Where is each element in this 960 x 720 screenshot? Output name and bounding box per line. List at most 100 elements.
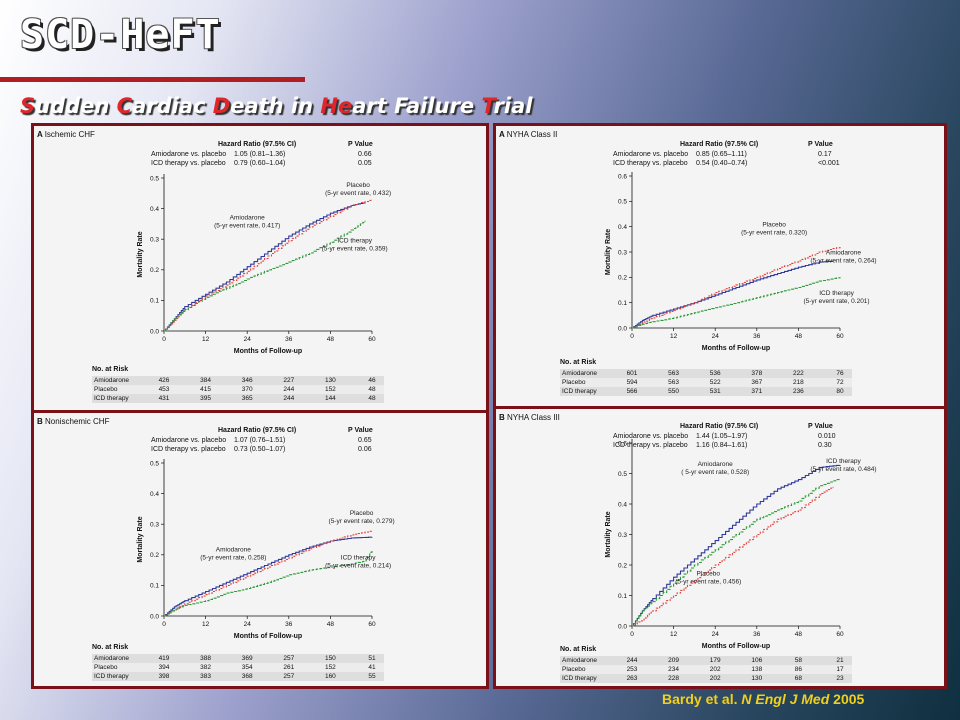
x-tick-label: 48 — [795, 333, 803, 340]
risk-count: 72 — [836, 379, 844, 386]
hr-comparison-label: Amiodarone vs. placebo — [151, 151, 227, 158]
p-header: P Value — [808, 141, 833, 148]
p-value: 0.17 — [818, 151, 832, 158]
risk-count: 130 — [751, 675, 763, 682]
x-tick-label: 48 — [327, 336, 335, 343]
risk-count: 371 — [751, 388, 763, 395]
y-tick-label: 0.1 — [618, 593, 627, 600]
hr-header: Hazard Ratio (97.5% CI) — [218, 427, 297, 434]
risk-count: 388 — [200, 655, 212, 662]
x-tick-label: 48 — [327, 621, 335, 628]
y-tick-label: 0.1 — [618, 300, 627, 307]
risk-row-band — [92, 376, 384, 385]
p-header: P Value — [808, 423, 833, 430]
risk-count: 426 — [158, 377, 170, 384]
y-tick-label: 0.5 — [150, 460, 159, 467]
annotation-icd-therapy: ICD therapy — [337, 237, 372, 244]
risk-count: 218 — [792, 379, 804, 386]
series-line-placebo — [164, 199, 373, 332]
hr-value: 0.73 (0.50–1.07) — [234, 446, 286, 453]
y-tick-label: 0.2 — [618, 275, 627, 282]
y-tick-label: 0.4 — [150, 491, 159, 498]
risk-count: 179 — [709, 657, 721, 664]
subtitle-text-1: ardiac — [132, 94, 213, 118]
risk-count: 48 — [368, 395, 376, 402]
x-tick-label: 24 — [244, 336, 252, 343]
risk-count: 368 — [241, 673, 253, 680]
annotation-amiodarone: (5-yr event rate, 0.258) — [200, 555, 266, 562]
hr-value: 0.85 (0.65–1.11) — [696, 151, 747, 158]
left-panel-divider — [34, 410, 486, 413]
risk-count: 244 — [283, 386, 295, 393]
risk-count: 370 — [241, 386, 253, 393]
panel-title: Ischemic CHF — [44, 130, 95, 139]
y-tick-label: 0.3 — [150, 522, 159, 529]
citation-year: 2005 — [833, 691, 865, 707]
p-value: 0.66 — [358, 151, 372, 158]
hr-value: 1.16 (0.84–1.61) — [696, 442, 748, 449]
risk-count: 419 — [158, 655, 170, 662]
survival-chart: 0.0 0.1 0.2 0.3 0.4 0.5 0.6 0 12 24 36 48 60 Months o… — [605, 172, 877, 352]
x-tick-label: 36 — [285, 336, 293, 343]
risk-row-name: ICD therapy — [562, 675, 597, 682]
annotation-amiodarone: Amiodarone — [230, 214, 265, 221]
annotation-icd-therapy: ICD therapy — [826, 458, 861, 465]
annotation-placebo: (5-yr event rate, 0.279) — [329, 518, 395, 525]
y-tick-label: 0.2 — [618, 562, 627, 569]
survival-chart: 0.0 0.1 0.2 0.3 0.4 0.5 0 12 24 36 48 60 Months of F… — [137, 174, 391, 355]
panel-letter: B — [37, 417, 45, 426]
panel-label: A NYHA Class II — [499, 130, 557, 139]
risk-count: 244 — [626, 657, 638, 664]
annotation-placebo: Placebo — [697, 571, 721, 578]
risk-count: 383 — [200, 673, 212, 680]
risk-count: 144 — [324, 395, 336, 402]
x-tick-label: 60 — [368, 336, 376, 343]
risk-row-name: Amiodarone — [562, 370, 598, 377]
p-value: 0.010 — [818, 433, 836, 440]
y-axis-label: Mortality Rate — [137, 516, 144, 562]
risk-row-band — [560, 369, 852, 378]
x-axis-label: Months of Follow-up — [234, 348, 302, 355]
series-line-icd-therapy — [164, 220, 366, 332]
panel-nonischemic: B Nonischemic CHF Hazard Ratio (97.5% CI)… — [34, 413, 486, 686]
risk-count: 395 — [200, 395, 212, 402]
citation-authors: Bardy et al. — [662, 691, 738, 707]
hr-value: 0.79 (0.60–1.04) — [234, 160, 286, 167]
y-tick-label: 0.0 — [150, 613, 159, 620]
risk-count: 160 — [324, 673, 336, 680]
risk-count: 23 — [836, 675, 844, 682]
risk-row-band — [560, 665, 852, 674]
risk-count: 55 — [368, 673, 376, 680]
series-line-placebo — [164, 530, 373, 617]
annotation-amiodarone: (5-yr event rate, 0.264) — [810, 258, 876, 265]
hr-comparison-label: ICD therapy vs. placebo — [151, 160, 226, 167]
y-tick-label: 0.1 — [150, 298, 159, 305]
panel-title: NYHA Class II — [506, 130, 558, 139]
survival-chart: 0.0 0.1 0.2 0.3 0.4 0.5 0 12 24 36 48 60 Months of F… — [137, 459, 395, 640]
risk-table-header: No. at Risk — [560, 359, 597, 366]
x-tick-label: 24 — [712, 333, 720, 340]
risk-row-name: ICD therapy — [562, 388, 597, 395]
annotation-placebo: Placebo — [346, 182, 370, 189]
risk-count: 76 — [836, 370, 844, 377]
risk-count: 601 — [626, 370, 638, 377]
risk-row-name: Placebo — [562, 666, 586, 673]
risk-count: 48 — [368, 386, 376, 393]
y-axis-label: Mortality Rate — [605, 229, 612, 275]
annotation-placebo: (5-yr event rate, 0.320) — [741, 230, 807, 237]
risk-count: 378 — [751, 370, 763, 377]
risk-count: 138 — [751, 666, 763, 673]
p-value: 0.05 — [358, 160, 372, 167]
risk-row-name: ICD therapy — [94, 673, 129, 680]
risk-row-name: Amiodarone — [562, 657, 598, 664]
risk-row-name: Amiodarone — [94, 655, 130, 662]
x-tick-label: 0 — [630, 631, 634, 638]
x-tick-label: 0 — [630, 333, 634, 340]
y-tick-label: 0.4 — [618, 224, 627, 231]
hr-header: Hazard Ratio (97.5% CI) — [680, 141, 759, 148]
series-line-icd-therapy — [632, 478, 841, 627]
annotation-icd-therapy: (5-yr event rate, 0.214) — [325, 562, 391, 569]
subtitle-capital-1: C — [116, 94, 133, 118]
annotation-amiodarone: (5-yr event rate, 0.417) — [214, 222, 280, 229]
p-header: P Value — [348, 427, 373, 434]
